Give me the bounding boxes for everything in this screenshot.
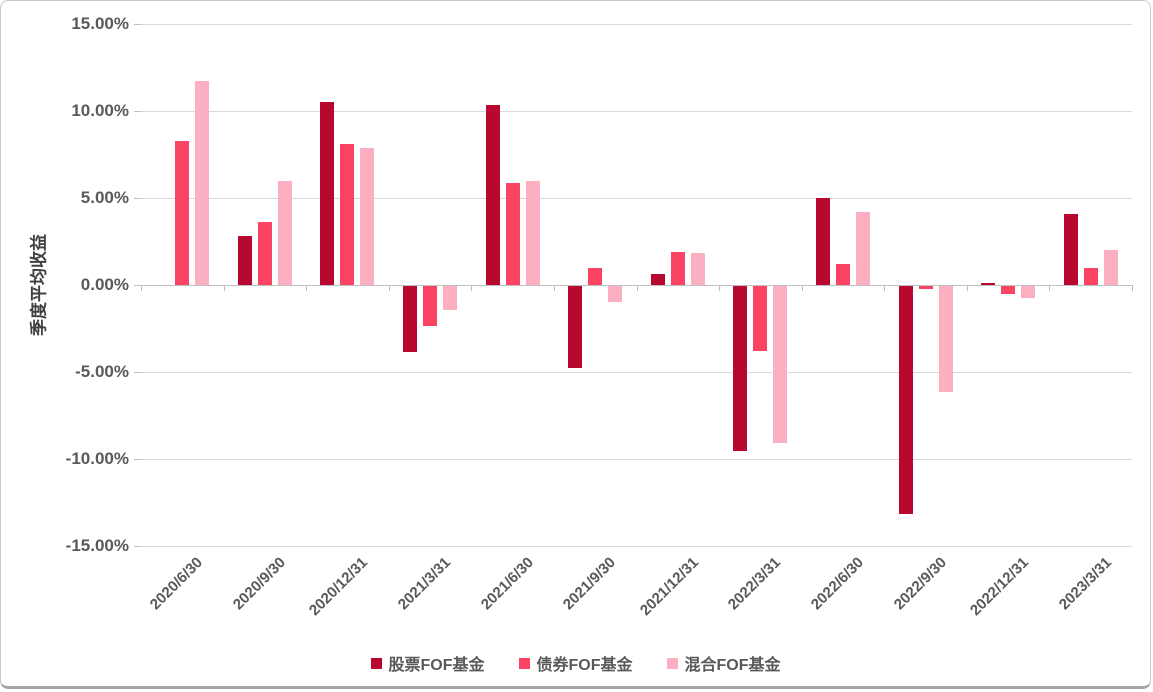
x-category-label: 2022/9/30 (890, 554, 950, 614)
y-tick-mark (134, 372, 141, 373)
bar-债券FOF基金-2022/12/31 (1001, 286, 1016, 294)
x-tick-mark (966, 285, 968, 291)
bar-债券FOF基金-2020/12/31 (340, 144, 355, 285)
x-tick-mark (801, 285, 803, 291)
x-category-label: 2021/9/30 (560, 554, 620, 614)
x-tick-mark (141, 285, 142, 291)
y-tick-label: -5.00% (75, 362, 129, 381)
gridline (141, 111, 1132, 112)
legend-item-股票FOF基金: 股票FOF基金 (370, 651, 485, 675)
x-tick-mark (636, 285, 638, 291)
bar-股票FOF基金-2021/3/31 (403, 286, 418, 353)
legend-swatch-icon (518, 657, 530, 669)
x-category-label: 2020/9/30 (229, 554, 289, 614)
bar-债券FOF基金-2022/3/31 (753, 286, 768, 352)
legend-label: 股票FOF基金 (388, 657, 485, 674)
x-tick-mark (388, 285, 390, 291)
gridline (141, 198, 1132, 199)
legend-swatch-icon (666, 657, 678, 669)
legend-item-混合FOF基金: 混合FOF基金 (666, 651, 781, 675)
bar-债券FOF基金-2022/9/30 (918, 286, 933, 289)
y-tick-mark (134, 459, 141, 460)
bar-混合FOF基金-2020/12/31 (360, 148, 375, 285)
bar-混合FOF基金-2020/9/30 (277, 180, 292, 285)
bar-股票FOF基金-2022/3/31 (733, 286, 748, 452)
gridline (141, 546, 1132, 547)
bar-混合FOF基金-2023/3/31 (1103, 250, 1118, 285)
bar-混合FOF基金-2021/9/30 (608, 286, 623, 302)
x-tick-mark (719, 285, 721, 291)
x-category-label: 2022/3/31 (725, 554, 785, 614)
y-tick-label: 5.00% (80, 188, 129, 207)
bar-混合FOF基金-2022/6/30 (855, 211, 870, 285)
bar-混合FOF基金-2022/12/31 (1021, 286, 1036, 299)
bar-混合FOF基金-2021/12/31 (690, 252, 705, 285)
bar-混合FOF基金-2022/9/30 (938, 286, 953, 393)
y-tick-label: -15.00% (65, 536, 129, 555)
bar-债券FOF基金-2021/6/30 (505, 183, 520, 285)
gridline (141, 372, 1132, 373)
bar-股票FOF基金-2023/3/31 (1063, 213, 1078, 285)
x-category-label: 2022/6/30 (807, 554, 867, 614)
x-tick-mark (553, 285, 555, 291)
legend-item-债券FOF基金: 债券FOF基金 (518, 651, 633, 675)
bar-股票FOF基金-2022/9/30 (898, 286, 913, 514)
x-tick-mark (306, 285, 308, 291)
y-tick-label: 15.00% (71, 14, 129, 33)
x-category-label: 2022/12/31 (967, 554, 1033, 620)
x-category-label: 2021/6/30 (477, 554, 537, 614)
y-tick-mark (134, 24, 141, 25)
legend-swatch-icon (370, 657, 382, 669)
legend-label: 混合FOF基金 (684, 657, 781, 674)
x-tick-mark (1132, 285, 1133, 291)
bar-混合FOF基金-2020/6/30 (195, 80, 210, 285)
bar-混合FOF基金-2021/3/31 (443, 286, 458, 311)
x-tick-mark (1049, 285, 1051, 291)
bar-债券FOF基金-2022/6/30 (835, 264, 850, 285)
gridline (141, 24, 1132, 25)
bar-股票FOF基金-2022/12/31 (981, 283, 996, 285)
bar-债券FOF基金-2020/6/30 (175, 140, 190, 285)
bar-债券FOF基金-2021/9/30 (588, 268, 603, 285)
y-tick-label: 0.00% (80, 275, 129, 294)
x-tick-mark (223, 285, 225, 291)
bar-债券FOF基金-2021/12/31 (670, 251, 685, 285)
bar-混合FOF基金-2022/3/31 (773, 286, 788, 443)
bar-债券FOF基金-2021/3/31 (423, 286, 438, 327)
bar-混合FOF基金-2021/6/30 (525, 180, 540, 285)
bar-股票FOF基金-2022/6/30 (815, 198, 830, 285)
y-tick-mark (134, 546, 141, 547)
bar-股票FOF基金-2021/12/31 (650, 273, 665, 285)
legend: 股票FOF基金 债券FOF基金 混合FOF基金 (1, 651, 1150, 675)
y-tick-mark (134, 285, 141, 286)
bar-债券FOF基金-2023/3/31 (1083, 268, 1098, 285)
y-tick-label: -10.00% (65, 449, 129, 468)
x-category-label: 2023/3/31 (1055, 554, 1115, 614)
bar-债券FOF基金-2020/9/30 (257, 222, 272, 285)
x-category-label: 2021/12/31 (636, 554, 702, 620)
x-tick-mark (471, 285, 473, 291)
y-tick-mark (134, 111, 141, 112)
x-category-label: 2020/6/30 (147, 554, 207, 614)
x-category-label: 2020/12/31 (306, 554, 372, 620)
bar-股票FOF基金-2021/9/30 (568, 286, 583, 368)
x-category-label: 2021/3/31 (394, 554, 455, 614)
y-tick-mark (134, 198, 141, 199)
y-tick-label: 10.00% (71, 101, 129, 120)
bar-股票FOF基金-2020/12/31 (320, 102, 335, 285)
legend-label: 债券FOF基金 (536, 657, 633, 674)
gridline (141, 459, 1132, 460)
bar-股票FOF基金-2021/6/30 (485, 104, 500, 285)
x-tick-mark (884, 285, 886, 291)
bar-股票FOF基金-2020/9/30 (237, 236, 252, 285)
